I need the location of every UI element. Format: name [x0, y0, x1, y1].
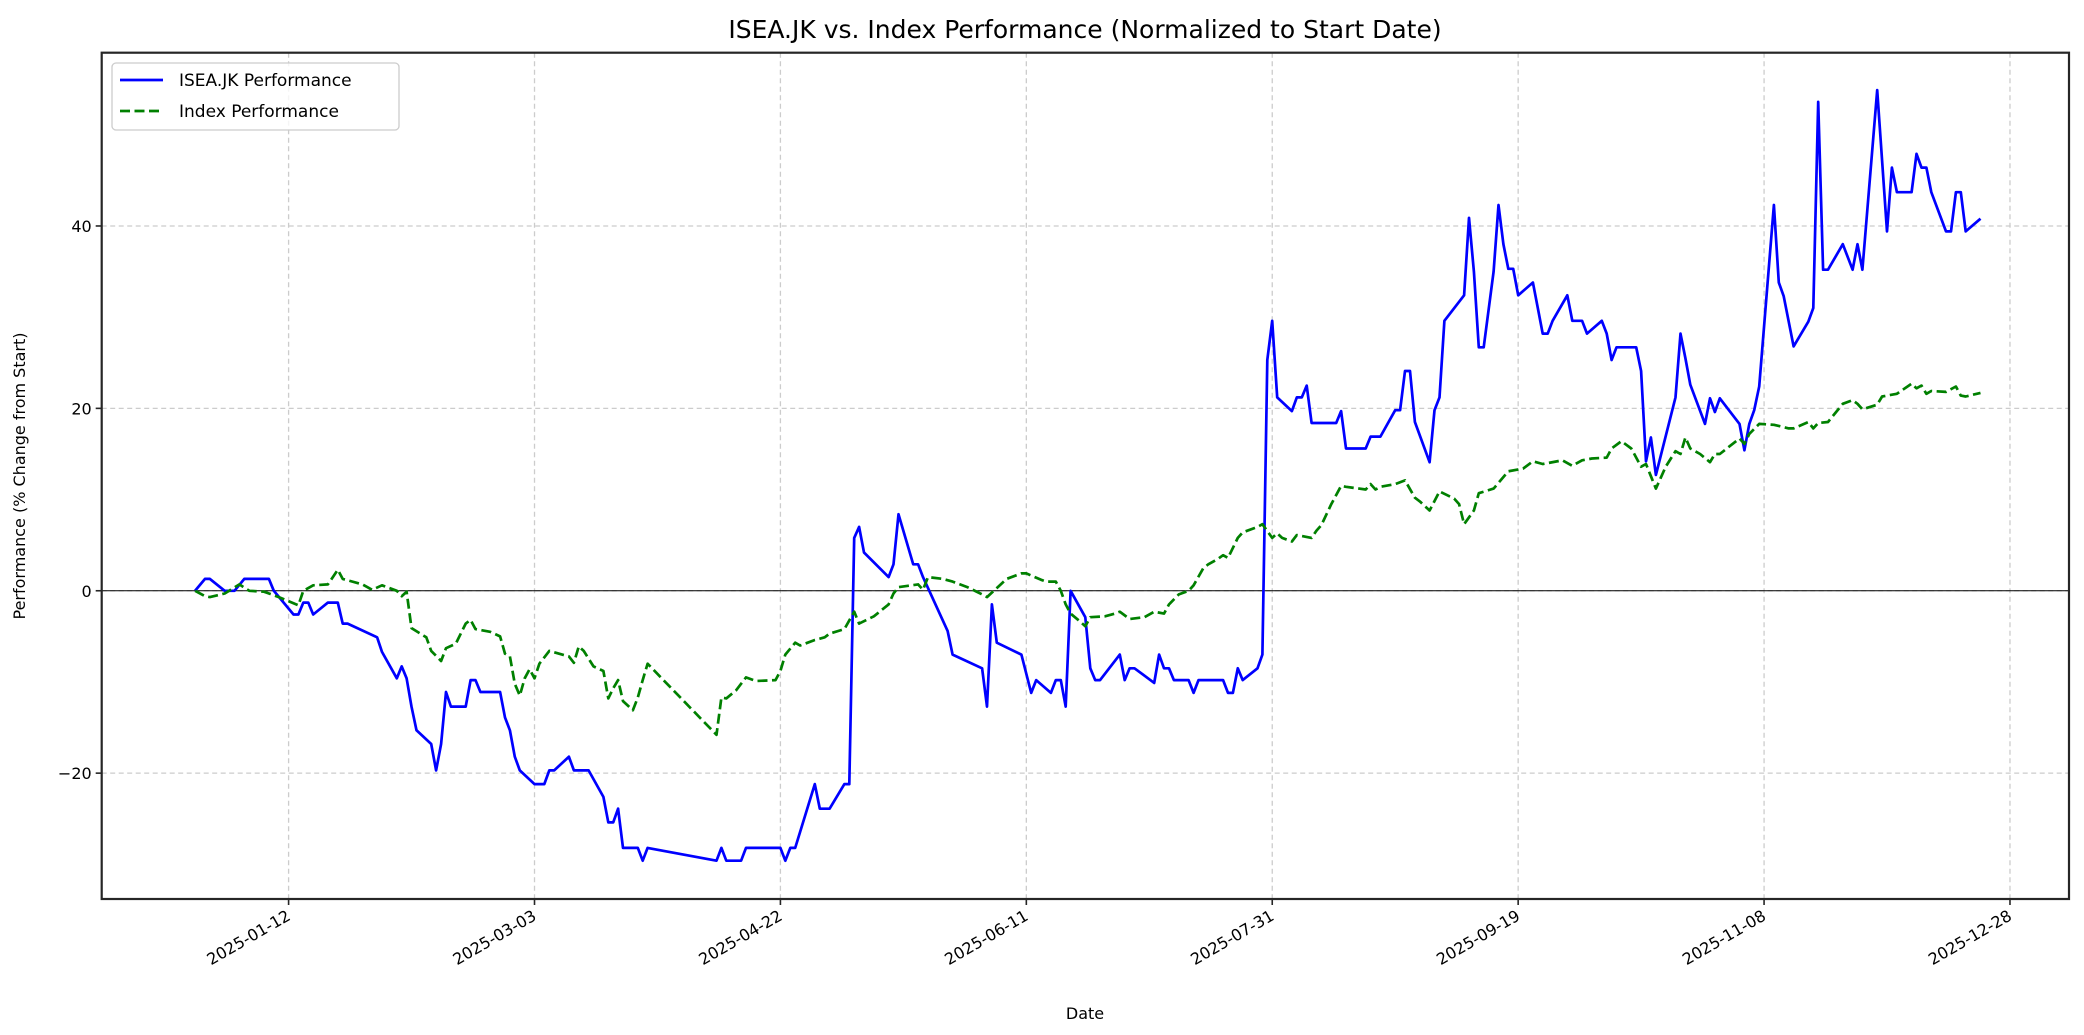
y-axis-label: Performance (% Change from Start): [10, 333, 29, 620]
legend: ISEA.JK Performance Index Performance: [111, 62, 400, 131]
y-tick-label: −20: [58, 764, 92, 783]
legend-label-index: Index Performance: [179, 102, 339, 122]
y-axis-ticks: −20 0 20 40: [58, 217, 102, 783]
plot-frame: [100, 51, 2071, 901]
x-axis-label: Date: [1066, 1004, 1104, 1023]
series-line-isea: [194, 88, 1982, 863]
chart-title: ISEA.JK vs. Index Performance (Normalize…: [728, 15, 1441, 44]
legend-label-isea: ISEA.JK Performance: [179, 71, 352, 91]
series-lines: [194, 88, 1982, 863]
y-tick-label: 0: [82, 582, 92, 601]
legend-box: [111, 62, 400, 131]
series-line-index: [194, 382, 1981, 737]
y-tick-label: 40: [71, 217, 91, 236]
y-tick-label: 20: [71, 399, 91, 418]
